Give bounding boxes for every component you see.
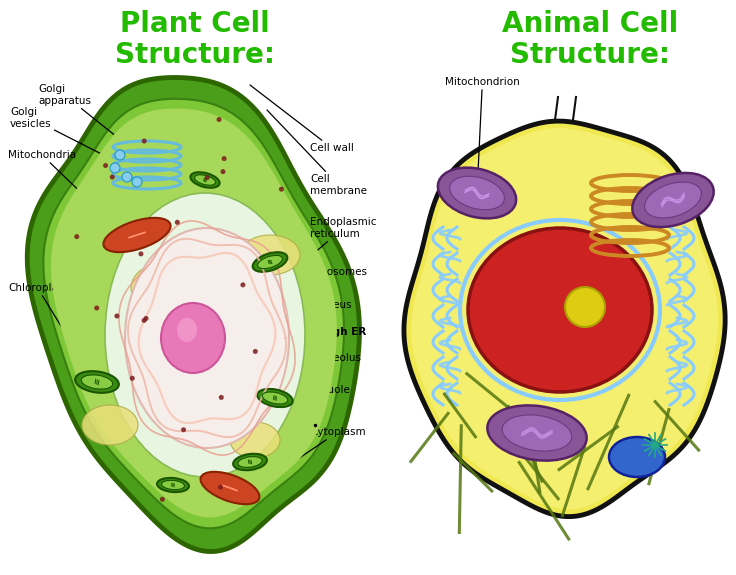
Text: Nucleus: Nucleus bbox=[280, 300, 352, 320]
Ellipse shape bbox=[262, 392, 288, 404]
Ellipse shape bbox=[258, 255, 283, 269]
Text: Mitochondrion: Mitochondrion bbox=[445, 77, 520, 193]
Ellipse shape bbox=[258, 389, 293, 407]
Text: Animal Cell
Structure:: Animal Cell Structure: bbox=[502, 10, 678, 70]
Ellipse shape bbox=[131, 262, 203, 314]
Text: Cell wall: Cell wall bbox=[250, 85, 354, 153]
Text: Vacuole: Vacuole bbox=[300, 365, 351, 395]
Text: Ribosomes: Ribosomes bbox=[280, 250, 367, 277]
Text: Cell
membrane: Cell membrane bbox=[267, 110, 367, 196]
Ellipse shape bbox=[94, 305, 99, 310]
Ellipse shape bbox=[632, 173, 714, 227]
Ellipse shape bbox=[110, 175, 115, 179]
Ellipse shape bbox=[565, 287, 605, 327]
Ellipse shape bbox=[230, 422, 280, 458]
Ellipse shape bbox=[252, 252, 287, 272]
Ellipse shape bbox=[216, 117, 222, 122]
Ellipse shape bbox=[75, 371, 118, 393]
Ellipse shape bbox=[177, 318, 197, 342]
Ellipse shape bbox=[609, 437, 665, 477]
Ellipse shape bbox=[160, 497, 165, 502]
Ellipse shape bbox=[142, 139, 146, 144]
Polygon shape bbox=[411, 128, 718, 509]
Ellipse shape bbox=[468, 228, 652, 392]
Ellipse shape bbox=[161, 303, 225, 373]
Ellipse shape bbox=[487, 405, 587, 461]
Ellipse shape bbox=[240, 235, 300, 275]
Ellipse shape bbox=[221, 169, 225, 174]
Ellipse shape bbox=[125, 228, 289, 448]
Text: Cytoplasm: Cytoplasm bbox=[255, 427, 366, 488]
Ellipse shape bbox=[175, 220, 180, 225]
Polygon shape bbox=[43, 99, 344, 528]
Polygon shape bbox=[51, 109, 337, 518]
Ellipse shape bbox=[194, 175, 216, 185]
Ellipse shape bbox=[144, 316, 149, 321]
Ellipse shape bbox=[105, 193, 305, 477]
Ellipse shape bbox=[122, 172, 132, 182]
Ellipse shape bbox=[103, 163, 108, 168]
Polygon shape bbox=[27, 78, 359, 551]
Ellipse shape bbox=[502, 415, 572, 451]
Ellipse shape bbox=[279, 187, 284, 191]
Ellipse shape bbox=[222, 156, 227, 161]
Ellipse shape bbox=[157, 478, 189, 492]
Text: Golgi
apparatus: Golgi apparatus bbox=[38, 84, 152, 165]
Ellipse shape bbox=[130, 375, 135, 381]
Text: Nucleolus: Nucleolus bbox=[225, 345, 361, 363]
Text: Golgi
vesicles: Golgi vesicles bbox=[10, 107, 123, 165]
Ellipse shape bbox=[161, 480, 185, 490]
Ellipse shape bbox=[141, 318, 146, 323]
Ellipse shape bbox=[138, 251, 144, 256]
Ellipse shape bbox=[241, 282, 245, 288]
Ellipse shape bbox=[238, 457, 262, 467]
Ellipse shape bbox=[74, 234, 79, 239]
Ellipse shape bbox=[181, 427, 186, 432]
Ellipse shape bbox=[110, 163, 120, 173]
Text: Rough ER: Rough ER bbox=[275, 327, 367, 352]
Ellipse shape bbox=[205, 175, 210, 180]
Text: Plant Cell
Structure:: Plant Cell Structure: bbox=[115, 10, 275, 70]
Ellipse shape bbox=[218, 485, 223, 490]
Polygon shape bbox=[404, 121, 725, 516]
Ellipse shape bbox=[438, 167, 516, 218]
Ellipse shape bbox=[191, 172, 219, 188]
Ellipse shape bbox=[104, 218, 171, 252]
Ellipse shape bbox=[253, 349, 258, 354]
Ellipse shape bbox=[132, 177, 142, 187]
Ellipse shape bbox=[450, 177, 504, 210]
Ellipse shape bbox=[200, 472, 260, 504]
Ellipse shape bbox=[82, 405, 138, 445]
Text: Mitochondria: Mitochondria bbox=[8, 150, 125, 235]
Text: Endoplasmic
reticulum: Endoplasmic reticulum bbox=[283, 217, 377, 280]
Ellipse shape bbox=[219, 395, 224, 400]
Text: Chloroplast: Chloroplast bbox=[8, 283, 97, 385]
Ellipse shape bbox=[115, 150, 125, 160]
Ellipse shape bbox=[233, 454, 267, 470]
Ellipse shape bbox=[81, 375, 113, 389]
Ellipse shape bbox=[114, 313, 119, 319]
Ellipse shape bbox=[645, 182, 701, 218]
